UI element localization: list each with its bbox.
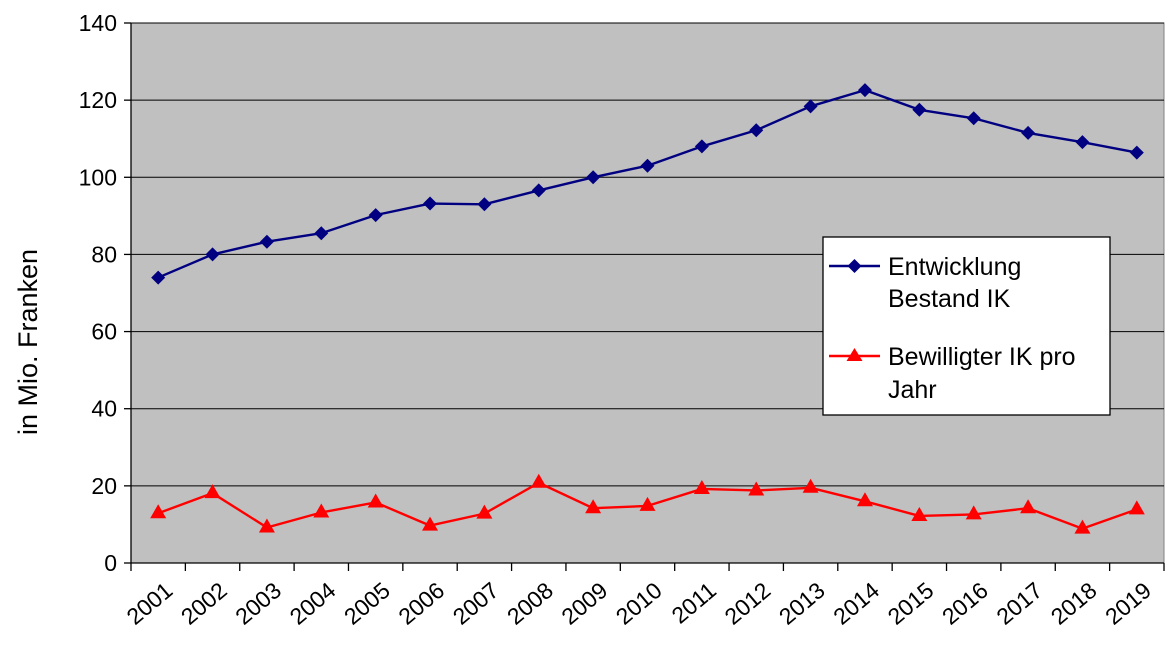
legend: Entwicklung Bestand IK Bewilligter IK pr… xyxy=(822,236,1111,416)
data-point-series-2 xyxy=(802,478,819,493)
y-tick-label: 0 xyxy=(104,550,117,576)
y-tick-label: 60 xyxy=(91,319,117,345)
data-point-series-1 xyxy=(1075,135,1090,150)
data-point-series-2 xyxy=(639,496,656,511)
x-tick-label: 2012 xyxy=(720,577,776,630)
data-point-series-2 xyxy=(856,492,873,507)
data-point-series-1 xyxy=(694,139,709,154)
x-tick-label: 2019 xyxy=(1100,577,1156,630)
x-tick-label: 2014 xyxy=(828,577,884,630)
data-point-series-2 xyxy=(313,503,330,518)
legend-label-2b: Jahr xyxy=(888,376,937,404)
data-point-series-1 xyxy=(749,123,764,138)
data-point-series-1 xyxy=(423,196,438,211)
data-point-series-2 xyxy=(258,518,275,533)
data-point-series-1 xyxy=(477,197,492,212)
data-point-series-1 xyxy=(1021,125,1036,140)
data-point-series-2 xyxy=(530,473,547,488)
x-tick-label: 2015 xyxy=(883,577,939,630)
x-tick-label: 2006 xyxy=(393,577,449,630)
y-tick-label: 140 xyxy=(79,10,117,36)
data-point-series-1 xyxy=(205,247,220,262)
x-tick-label: 2003 xyxy=(230,577,286,630)
series-group xyxy=(150,83,1145,534)
x-tick-label: 2007 xyxy=(448,577,504,630)
data-point-series-2 xyxy=(204,484,221,499)
legend-entry-series-2: Bewilligter IK pro Jahr xyxy=(829,343,1076,404)
data-point-series-1 xyxy=(1129,145,1144,160)
data-point-series-1 xyxy=(640,158,655,173)
x-tick-label: 2011 xyxy=(666,577,721,629)
data-point-series-2 xyxy=(748,481,765,496)
data-point-series-2 xyxy=(1074,519,1091,534)
x-tick-label: 2005 xyxy=(339,577,395,630)
data-point-series-2 xyxy=(476,504,493,519)
legend-entry-series-1: Entwicklung Bestand IK xyxy=(829,253,1021,313)
data-point-series-2 xyxy=(422,516,439,531)
x-tick-label: 2013 xyxy=(774,577,830,630)
data-point-series-1 xyxy=(586,170,601,185)
data-point-series-2 xyxy=(911,506,928,521)
data-point-series-2 xyxy=(1020,499,1037,514)
x-axis: 2001200220032004200520062007200820092010… xyxy=(121,562,1165,630)
x-tick-label: 2017 xyxy=(991,577,1047,630)
data-point-series-2 xyxy=(367,493,384,508)
y-tick-label: 100 xyxy=(79,164,117,190)
legend-swatch-marker-1 xyxy=(847,259,862,273)
y-axis: 0 20 40 60 80 100 120 140 xyxy=(79,10,132,576)
data-point-series-1 xyxy=(912,102,927,117)
data-point-series-1 xyxy=(857,83,872,98)
x-tick-label: 2002 xyxy=(176,577,232,630)
x-tick-label: 2001 xyxy=(121,577,177,630)
y-axis-title: in Mio. Franken xyxy=(13,249,43,435)
data-point-series-2 xyxy=(693,479,710,494)
data-point-series-1 xyxy=(151,270,166,285)
data-point-series-2 xyxy=(585,499,602,514)
data-point-series-2 xyxy=(1128,500,1145,515)
y-tick-label: 80 xyxy=(91,241,117,267)
x-tick-label: 2008 xyxy=(502,577,558,630)
y-tick-label: 20 xyxy=(91,473,117,499)
x-tick-label: 2009 xyxy=(556,577,612,630)
data-point-series-2 xyxy=(150,504,167,519)
y-tick-label: 120 xyxy=(79,87,117,113)
data-point-series-1 xyxy=(966,111,981,126)
legend-label-2a: Bewilligter IK pro xyxy=(888,343,1076,371)
data-point-series-1 xyxy=(314,226,329,241)
x-tick-label: 2004 xyxy=(285,577,341,630)
legend-label-1b: Bestand IK xyxy=(888,285,1011,313)
data-point-series-1 xyxy=(259,234,274,249)
data-point-series-1 xyxy=(368,208,383,223)
legend-swatch-marker-2 xyxy=(846,348,863,361)
legend-label-1a: Entwicklung xyxy=(888,253,1021,281)
data-point-series-1 xyxy=(803,99,818,114)
x-tick-label: 2010 xyxy=(611,577,667,630)
x-tick-label: 2016 xyxy=(937,577,993,630)
y-tick-label: 40 xyxy=(91,396,117,422)
data-point-series-2 xyxy=(965,505,982,520)
x-tick-label: 2018 xyxy=(1046,577,1102,630)
data-point-series-1 xyxy=(531,183,546,198)
